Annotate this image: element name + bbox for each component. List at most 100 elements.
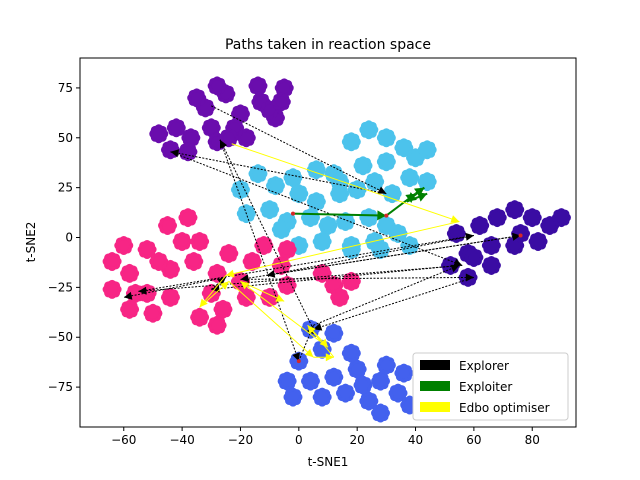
cluster-1-blob-7	[353, 156, 373, 176]
cluster-2-blob-11	[481, 255, 501, 275]
x-tick-label-6: 60	[466, 433, 481, 447]
cluster-core	[345, 136, 357, 148]
cluster-1-blob-0	[341, 132, 361, 152]
cluster-core	[351, 184, 363, 196]
cluster-3-blob-1	[178, 208, 198, 228]
cluster-0-blob-14	[260, 100, 280, 120]
cluster-4-blob-8	[371, 371, 391, 391]
cluster-core	[410, 152, 422, 164]
cluster-core	[258, 239, 270, 251]
path-2-arrowhead-4	[304, 348, 314, 358]
cluster-3-blob-29	[330, 287, 350, 307]
cluster-0-blob-17	[248, 76, 268, 96]
path-2-arrowhead-9	[275, 294, 285, 302]
y-tick-label-6: 75	[58, 81, 73, 95]
cluster-core	[106, 283, 118, 295]
cluster-core	[363, 124, 375, 136]
cluster-3-blob-24	[207, 315, 227, 335]
x-tick-label-3: 0	[295, 433, 303, 447]
cluster-core	[293, 188, 305, 200]
x-tick-label-1: −40	[169, 433, 194, 447]
path-2-segment-1	[225, 221, 460, 276]
cluster-1-blob-4	[406, 148, 426, 168]
cluster-core	[124, 303, 136, 315]
cluster-core	[217, 303, 229, 315]
cluster-core	[310, 196, 322, 208]
path-0-segment-13	[313, 264, 460, 326]
cluster-core	[211, 319, 223, 331]
cluster-core	[118, 239, 130, 251]
cluster-core	[404, 172, 416, 184]
clusters-layer	[102, 76, 571, 423]
cluster-core	[316, 391, 328, 403]
path-0-segment-4	[138, 235, 474, 292]
path-2-arrowhead-3	[220, 281, 229, 290]
legend-label-explorer: Explorer	[459, 359, 509, 373]
cluster-core	[269, 180, 281, 192]
cluster-core	[392, 387, 404, 399]
path-0-arrowhead-7	[240, 274, 249, 283]
cluster-core	[240, 132, 252, 144]
cluster-2-blob-7	[481, 235, 501, 255]
cluster-core	[164, 291, 176, 303]
cluster-2-blob-4	[551, 208, 571, 228]
path-0-segment-7	[240, 235, 521, 280]
cluster-1-blob-8	[365, 172, 385, 192]
cluster-3-blob-34	[190, 232, 210, 252]
cluster-core	[363, 395, 375, 407]
cluster-core	[281, 375, 293, 387]
cluster-core	[147, 307, 159, 319]
path-0-arrowhead-10	[220, 139, 228, 149]
cluster-1-blob-35	[341, 235, 361, 255]
path-0-arrowhead-0	[377, 186, 387, 194]
cluster-core	[205, 122, 217, 134]
cluster-core	[421, 176, 433, 188]
cluster-core	[252, 168, 264, 180]
cluster-4-blob-19	[353, 375, 373, 395]
cluster-2-blob-13	[470, 216, 490, 236]
cluster-core	[526, 212, 538, 224]
cluster-3-blob-26	[312, 263, 332, 283]
x-tick-label-7: 80	[525, 433, 540, 447]
cluster-core	[223, 247, 235, 259]
path-1-arrowhead-4	[417, 192, 428, 202]
cluster-core	[398, 367, 410, 379]
cluster-core	[264, 104, 276, 116]
cluster-core	[316, 236, 328, 248]
cluster-core	[275, 224, 287, 236]
cluster-core	[153, 128, 165, 140]
cluster-3-blob-16	[242, 251, 262, 271]
cluster-core	[375, 243, 387, 255]
legend-label-exploiter: Exploiter	[459, 380, 512, 394]
cluster-3-blob-22	[213, 299, 233, 319]
cluster-core	[328, 327, 340, 339]
cluster-core	[246, 255, 258, 267]
cluster-core	[264, 204, 276, 216]
cluster-3-blob-9	[143, 303, 163, 323]
path-0-arrowhead-9	[313, 323, 323, 331]
cluster-0-blob-7	[201, 118, 221, 138]
cluster-core	[398, 142, 410, 154]
cluster-core	[194, 236, 206, 248]
cluster-3-blob-23	[190, 307, 210, 327]
cluster-core	[340, 216, 352, 228]
path-2-segment-0	[231, 143, 460, 223]
cluster-1-blob-2	[376, 128, 396, 148]
cluster-core	[281, 243, 293, 255]
cluster-core	[176, 236, 188, 248]
cluster-core	[380, 359, 392, 371]
plot-frame	[79, 57, 577, 428]
path-0-segment-11	[219, 139, 300, 362]
cluster-1-blob-23	[260, 200, 280, 220]
cluster-3-blob-10	[120, 299, 140, 319]
cluster-core	[194, 311, 206, 323]
cluster-2-blob-2	[522, 208, 542, 228]
cluster-0-blob-9	[149, 124, 169, 144]
path-2-arrowhead-8	[240, 281, 250, 290]
cluster-core	[369, 176, 381, 188]
cluster-core	[532, 236, 544, 248]
plot-area	[102, 76, 571, 423]
cluster-4-blob-4	[277, 371, 297, 391]
cluster-1-blob-18	[289, 184, 309, 204]
cluster-3-blob-19	[277, 275, 297, 295]
